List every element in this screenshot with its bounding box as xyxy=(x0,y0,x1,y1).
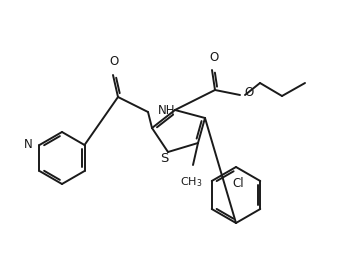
Text: O: O xyxy=(109,55,118,68)
Text: O: O xyxy=(244,85,253,98)
Text: O: O xyxy=(209,51,219,64)
Text: S: S xyxy=(160,153,168,166)
Text: CH$_3$: CH$_3$ xyxy=(180,175,202,189)
Text: Cl: Cl xyxy=(232,177,244,190)
Text: NH: NH xyxy=(158,105,176,118)
Text: N: N xyxy=(24,138,32,151)
